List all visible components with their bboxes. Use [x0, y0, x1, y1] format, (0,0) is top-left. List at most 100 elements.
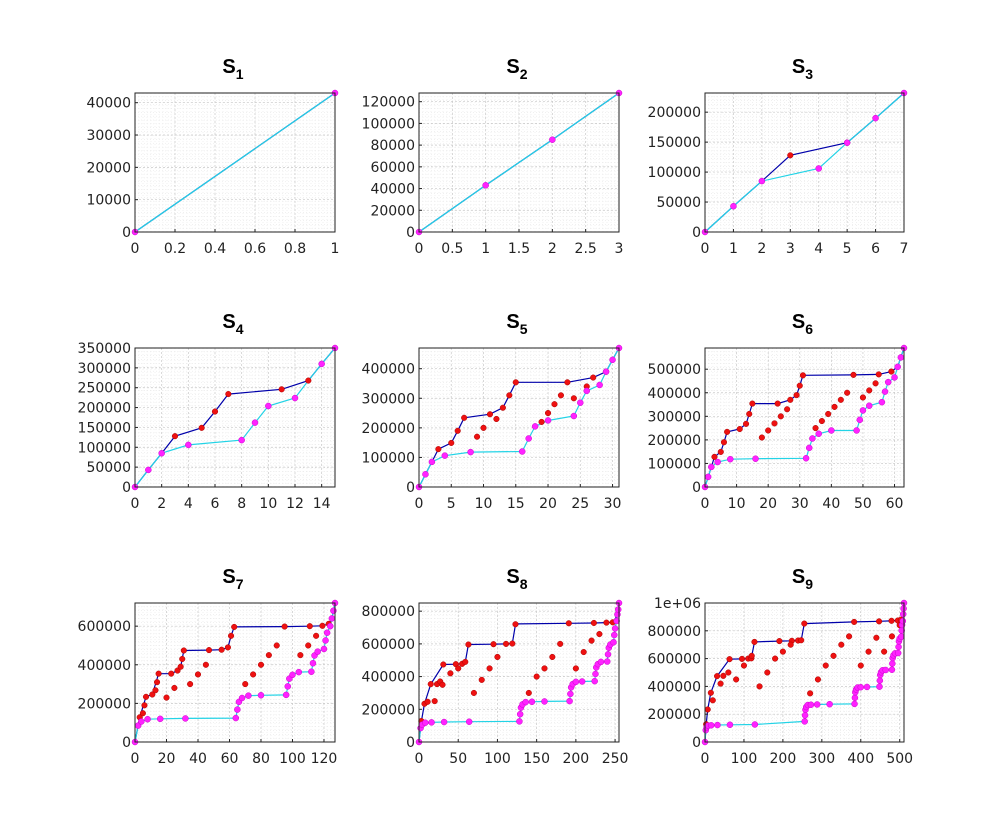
x-tick-label: 2 — [757, 241, 766, 257]
magenta-point — [894, 649, 902, 657]
magenta-point — [428, 719, 435, 726]
magenta-point — [813, 701, 821, 708]
x-tick-label: 0 — [415, 751, 424, 767]
magenta-point — [603, 658, 611, 665]
magenta-point — [730, 202, 737, 210]
red-point — [180, 647, 187, 654]
red-point — [859, 394, 866, 401]
magenta-point — [802, 455, 810, 462]
red-point — [779, 648, 786, 655]
red-point — [478, 676, 485, 683]
magenta-point — [872, 114, 879, 122]
red-point — [570, 395, 577, 402]
red-point — [888, 368, 895, 375]
red-point — [564, 379, 571, 386]
red-point — [740, 662, 747, 669]
y-tick-label: 100000 — [648, 456, 701, 472]
magenta-point — [805, 444, 813, 452]
series-upper-line — [704, 347, 905, 488]
x-tick-label: 6 — [211, 496, 220, 512]
magenta-point — [714, 458, 721, 466]
red-point — [198, 424, 205, 431]
red-point — [448, 439, 455, 446]
magenta-point — [758, 177, 766, 185]
y-tick-label: 500000 — [648, 362, 701, 378]
red-point — [787, 641, 794, 648]
x-tick-label: 1 — [729, 241, 738, 257]
y-tick-label: 100000 — [78, 440, 131, 456]
y-tick-label: 120000 — [362, 95, 415, 111]
x-tick-label: 1 — [331, 241, 340, 257]
magenta-point — [320, 645, 328, 653]
x-tick-label: 0.8 — [284, 241, 306, 257]
magenta-point — [158, 449, 165, 457]
subplot-s1: 0 0.2 0.4 0.6 0.8 1 0 10000 20000 30000 40000 S1 — [86, 56, 339, 257]
magenta-point — [467, 448, 474, 456]
magenta-point — [541, 698, 548, 705]
y-tick-label: 200000 — [648, 707, 701, 723]
magenta-point — [308, 668, 315, 675]
red-point — [814, 676, 821, 683]
magenta-point — [144, 715, 151, 723]
y-tick-label: 200000 — [78, 696, 131, 712]
magenta-point — [322, 637, 329, 644]
red-point — [427, 681, 434, 688]
magenta-point — [549, 136, 556, 143]
magenta-point — [726, 721, 734, 729]
magenta-point — [482, 182, 489, 189]
red-point — [163, 694, 170, 701]
red-point — [512, 379, 519, 386]
red-point — [872, 380, 879, 387]
subplot-s4: 0 2 4 6 8 10 12 14 0 50000 100000 150000 200000 25000… — [78, 311, 339, 512]
red-point — [149, 691, 156, 698]
y-tick-label: 0 — [692, 480, 701, 496]
y-tick-label: 40000 — [86, 96, 131, 112]
y-tick-label: 80000 — [370, 138, 415, 154]
y-tick-label: 40000 — [370, 182, 415, 198]
x-tick-label: 3 — [786, 241, 795, 257]
axes-frame — [134, 92, 336, 233]
magenta-point — [899, 610, 907, 618]
red-point — [738, 655, 746, 662]
magenta-point — [752, 455, 759, 462]
axes-frame — [704, 92, 905, 233]
subplot-title: S9 — [792, 566, 813, 592]
magenta-point — [866, 402, 873, 409]
red-point — [447, 670, 454, 677]
red-point — [211, 408, 219, 415]
red-point — [242, 681, 249, 688]
y-tick-label: 0 — [122, 480, 131, 496]
red-point — [888, 633, 895, 640]
subplot-title: S8 — [506, 566, 527, 592]
red-point — [506, 392, 513, 399]
magenta-point — [518, 448, 526, 455]
red-point — [725, 669, 732, 676]
magenta-point — [570, 412, 578, 420]
x-tick-label: 8 — [237, 496, 246, 512]
red-point — [758, 434, 765, 441]
red-point — [793, 392, 800, 399]
magenta-point — [801, 718, 808, 725]
red-point — [818, 417, 825, 425]
magenta-point — [863, 683, 871, 691]
magenta-point — [597, 658, 605, 666]
red-point — [525, 689, 532, 696]
red-point — [796, 382, 803, 389]
magenta-point — [323, 629, 331, 636]
x-tick-label: 15 — [507, 496, 525, 512]
red-point — [603, 619, 610, 626]
magenta-point — [522, 698, 529, 706]
series-upper-line — [418, 347, 620, 488]
x-tick-label: 2 — [157, 496, 166, 512]
series-lower-line — [134, 92, 336, 233]
red-point — [875, 371, 882, 378]
red-point — [533, 673, 540, 680]
y-tick-label: 200000 — [78, 401, 131, 417]
red-point — [155, 670, 162, 677]
axes-frame — [704, 602, 905, 743]
magenta-point — [592, 670, 599, 678]
magenta-point — [609, 356, 616, 364]
red-point — [281, 623, 288, 630]
y-tick-label: 30000 — [86, 128, 131, 144]
x-tick-label: 12 — [286, 496, 304, 512]
